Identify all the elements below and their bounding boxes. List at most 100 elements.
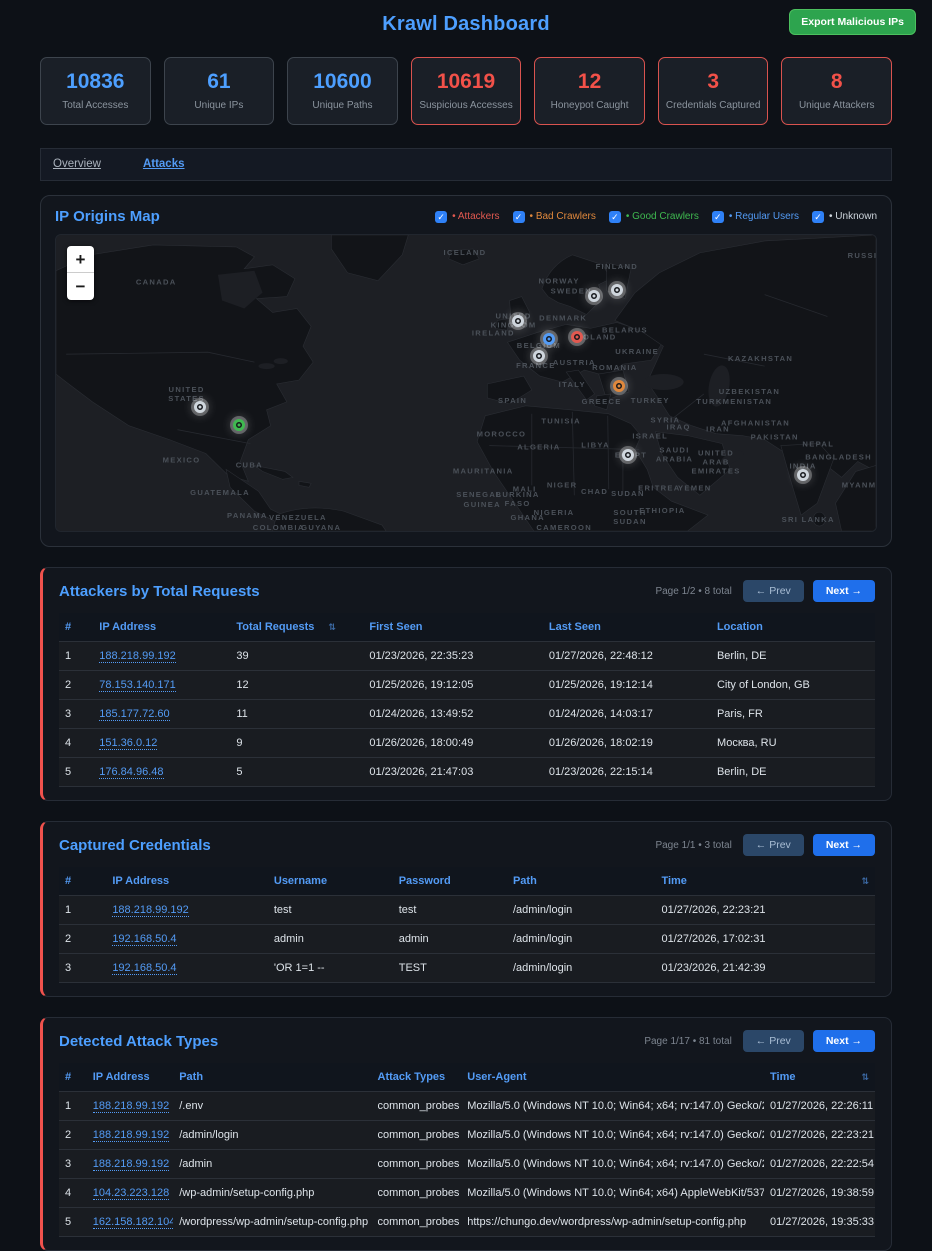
world-map[interactable]: CANADA ICELAND UNITED STATES MEXICO CUBA GUATE…	[55, 234, 877, 532]
ip-address-link[interactable]: 188.218.99.192	[92, 1158, 170, 1171]
map-country-label: SUDAN	[611, 489, 645, 498]
ip-address-link[interactable]: 185.177.72.60	[99, 708, 170, 721]
column-header[interactable]: IP Address	[112, 875, 170, 887]
map-labels: CANADA ICELAND UNITED STATES MEXICO CUBA GUATE…	[136, 248, 876, 531]
map-marker-unknown[interactable]	[797, 469, 810, 482]
ip-address-link[interactable]: 192.168.50.4	[112, 962, 177, 975]
column-header[interactable]: Last Seen	[548, 621, 601, 633]
map-marker-bad_crawler[interactable]	[612, 379, 625, 392]
table-cell: 185.177.72.60	[93, 699, 231, 729]
map-marker-unknown[interactable]	[587, 289, 600, 302]
ip-address-link[interactable]: 188.218.99.192	[92, 1129, 170, 1142]
sort-icon[interactable]: ⇅	[861, 876, 869, 886]
column-header[interactable]: Path	[512, 875, 537, 887]
checkbox-icon[interactable]: ✓	[812, 210, 825, 223]
table-cell: 1	[59, 641, 94, 671]
ip-address-link[interactable]: 188.218.99.192	[112, 904, 189, 917]
export-malicious-ips-button[interactable]: Export Malicious IPs	[789, 9, 916, 35]
zoom-out-button[interactable]: −	[75, 277, 86, 296]
column-header[interactable]: Password	[398, 875, 451, 887]
table-cell: 2	[59, 670, 94, 700]
map-country-label: PANAMA	[227, 511, 268, 520]
column-header[interactable]: Username	[273, 875, 328, 887]
map-marker-attacker[interactable]	[570, 331, 583, 344]
column-header[interactable]: Path	[179, 1071, 204, 1083]
ip-address-link[interactable]: 151.36.0.12	[99, 737, 158, 750]
column-header[interactable]: #	[65, 621, 72, 633]
map-country-label: BELARUS	[602, 325, 648, 334]
column-header[interactable]: User-Agent	[467, 1071, 527, 1083]
ip-origins-map-card: IP Origins Map ✓ • Attackers ✓ • Bad Crawle…	[40, 195, 892, 547]
section-header: Attackers by Total Requests Page 1/2 • 8…	[59, 580, 875, 602]
ip-address-link[interactable]: 78.153.140.171	[99, 679, 176, 692]
map-country-label: ERITREA	[638, 483, 681, 492]
pagination: Page 1/2 • 8 total ← Prev Next →	[655, 580, 875, 602]
column-header[interactable]: IP Address	[92, 1071, 150, 1083]
ip-address-link[interactable]: 104.23.223.128	[92, 1187, 170, 1200]
next-page-button[interactable]: Next →	[812, 1030, 875, 1052]
table-cell: 2	[59, 924, 107, 954]
table-cell: /wp-admin/setup-config.php	[173, 1178, 372, 1208]
checkbox-icon[interactable]: ✓	[608, 210, 621, 223]
tab-overview[interactable]: Overview	[53, 158, 101, 170]
map-country-label: ITALY	[559, 380, 586, 389]
table-cell: common_probes	[371, 1120, 462, 1150]
checkbox-icon[interactable]: ✓	[512, 210, 525, 223]
table-cell: 01/27/2026, 22:22:54	[764, 1149, 875, 1179]
ip-address-link[interactable]: 162.158.182.104	[92, 1216, 174, 1229]
table-cell: /.env	[173, 1091, 372, 1121]
zoom-in-button[interactable]: +	[67, 246, 94, 273]
map-country-label: TUNISIA	[541, 417, 581, 426]
column-header[interactable]: #	[65, 1071, 72, 1083]
table-cell: Paris, FR	[710, 699, 875, 729]
column-header[interactable]: Time ⇅	[661, 875, 869, 887]
page-info: Page 1/2 • 8 total	[655, 585, 732, 597]
column-header[interactable]: Total Requests ⇅	[236, 621, 336, 633]
map-marker-unknown[interactable]	[610, 283, 623, 296]
ip-address-link[interactable]: 188.218.99.192	[99, 650, 176, 663]
prev-page-button[interactable]: ← Prev	[742, 1030, 804, 1052]
stat-value: 10600	[313, 70, 372, 93]
table-header-row: # IP Address Username Password Path Time ⇅	[59, 867, 875, 896]
column-header[interactable]: #	[65, 875, 72, 887]
sort-icon[interactable]: ⇅	[328, 622, 336, 632]
table-cell: 151.36.0.12	[93, 728, 231, 758]
map-country-label: AUSTRIA	[553, 358, 596, 367]
table-cell: 188.218.99.192	[86, 1149, 174, 1179]
page-info: Page 1/17 • 81 total	[644, 1035, 732, 1047]
ip-address-link[interactable]: 192.168.50.4	[112, 933, 177, 946]
map-country-label: SWEDEN	[551, 287, 592, 296]
column-header[interactable]: IP Address	[99, 621, 157, 633]
column-header[interactable]: Attack Types	[377, 1071, 446, 1083]
table-cell: 188.218.99.192	[93, 641, 231, 671]
column-header[interactable]: Time ⇅	[770, 1071, 869, 1083]
table-cell: 192.168.50.4	[106, 953, 268, 983]
next-page-button[interactable]: Next →	[812, 580, 875, 602]
map-marker-good_crawler[interactable]	[232, 418, 245, 431]
table-cell: 3	[59, 1149, 87, 1179]
map-marker-regular_user[interactable]	[542, 333, 555, 346]
table-cell: Москва, RU	[710, 728, 875, 758]
map-country-label: UNITED ARAB EMIRATES	[691, 449, 740, 476]
map-marker-unknown[interactable]	[512, 314, 525, 327]
table-cell: /admin/login	[173, 1120, 372, 1150]
prev-page-button[interactable]: ← Prev	[742, 834, 804, 856]
checkbox-icon[interactable]: ✓	[711, 210, 724, 223]
checkbox-icon[interactable]: ✓	[435, 210, 448, 223]
table-row: 2 78.153.140.171 12 01/25/2026, 19:12:05 01/…	[59, 670, 875, 700]
column-header[interactable]: First Seen	[369, 621, 423, 633]
map-marker-unknown[interactable]	[622, 448, 635, 461]
map-marker-unknown[interactable]	[532, 350, 545, 363]
map-marker-unknown[interactable]	[193, 400, 206, 413]
next-page-button[interactable]: Next →	[812, 834, 875, 856]
ip-address-link[interactable]: 176.84.96.48	[99, 766, 164, 779]
prev-page-button[interactable]: ← Prev	[742, 580, 804, 602]
table-row: 3 188.218.99.192/admin common_probes Mozill…	[59, 1149, 875, 1179]
table-cell: Mozilla/5.0 (Windows NT 10.0; Win64; x64…	[461, 1149, 764, 1179]
tab-attacks[interactable]: Attacks	[142, 158, 185, 170]
table-cell: 01/26/2026, 18:02:19	[542, 728, 711, 758]
sort-icon[interactable]: ⇅	[861, 1072, 869, 1082]
ip-address-link[interactable]: 188.218.99.192	[92, 1100, 170, 1113]
attackers-table: # IP Address Total Requests ⇅ First Seen Last…	[59, 613, 875, 787]
column-header[interactable]: Location	[716, 621, 763, 633]
